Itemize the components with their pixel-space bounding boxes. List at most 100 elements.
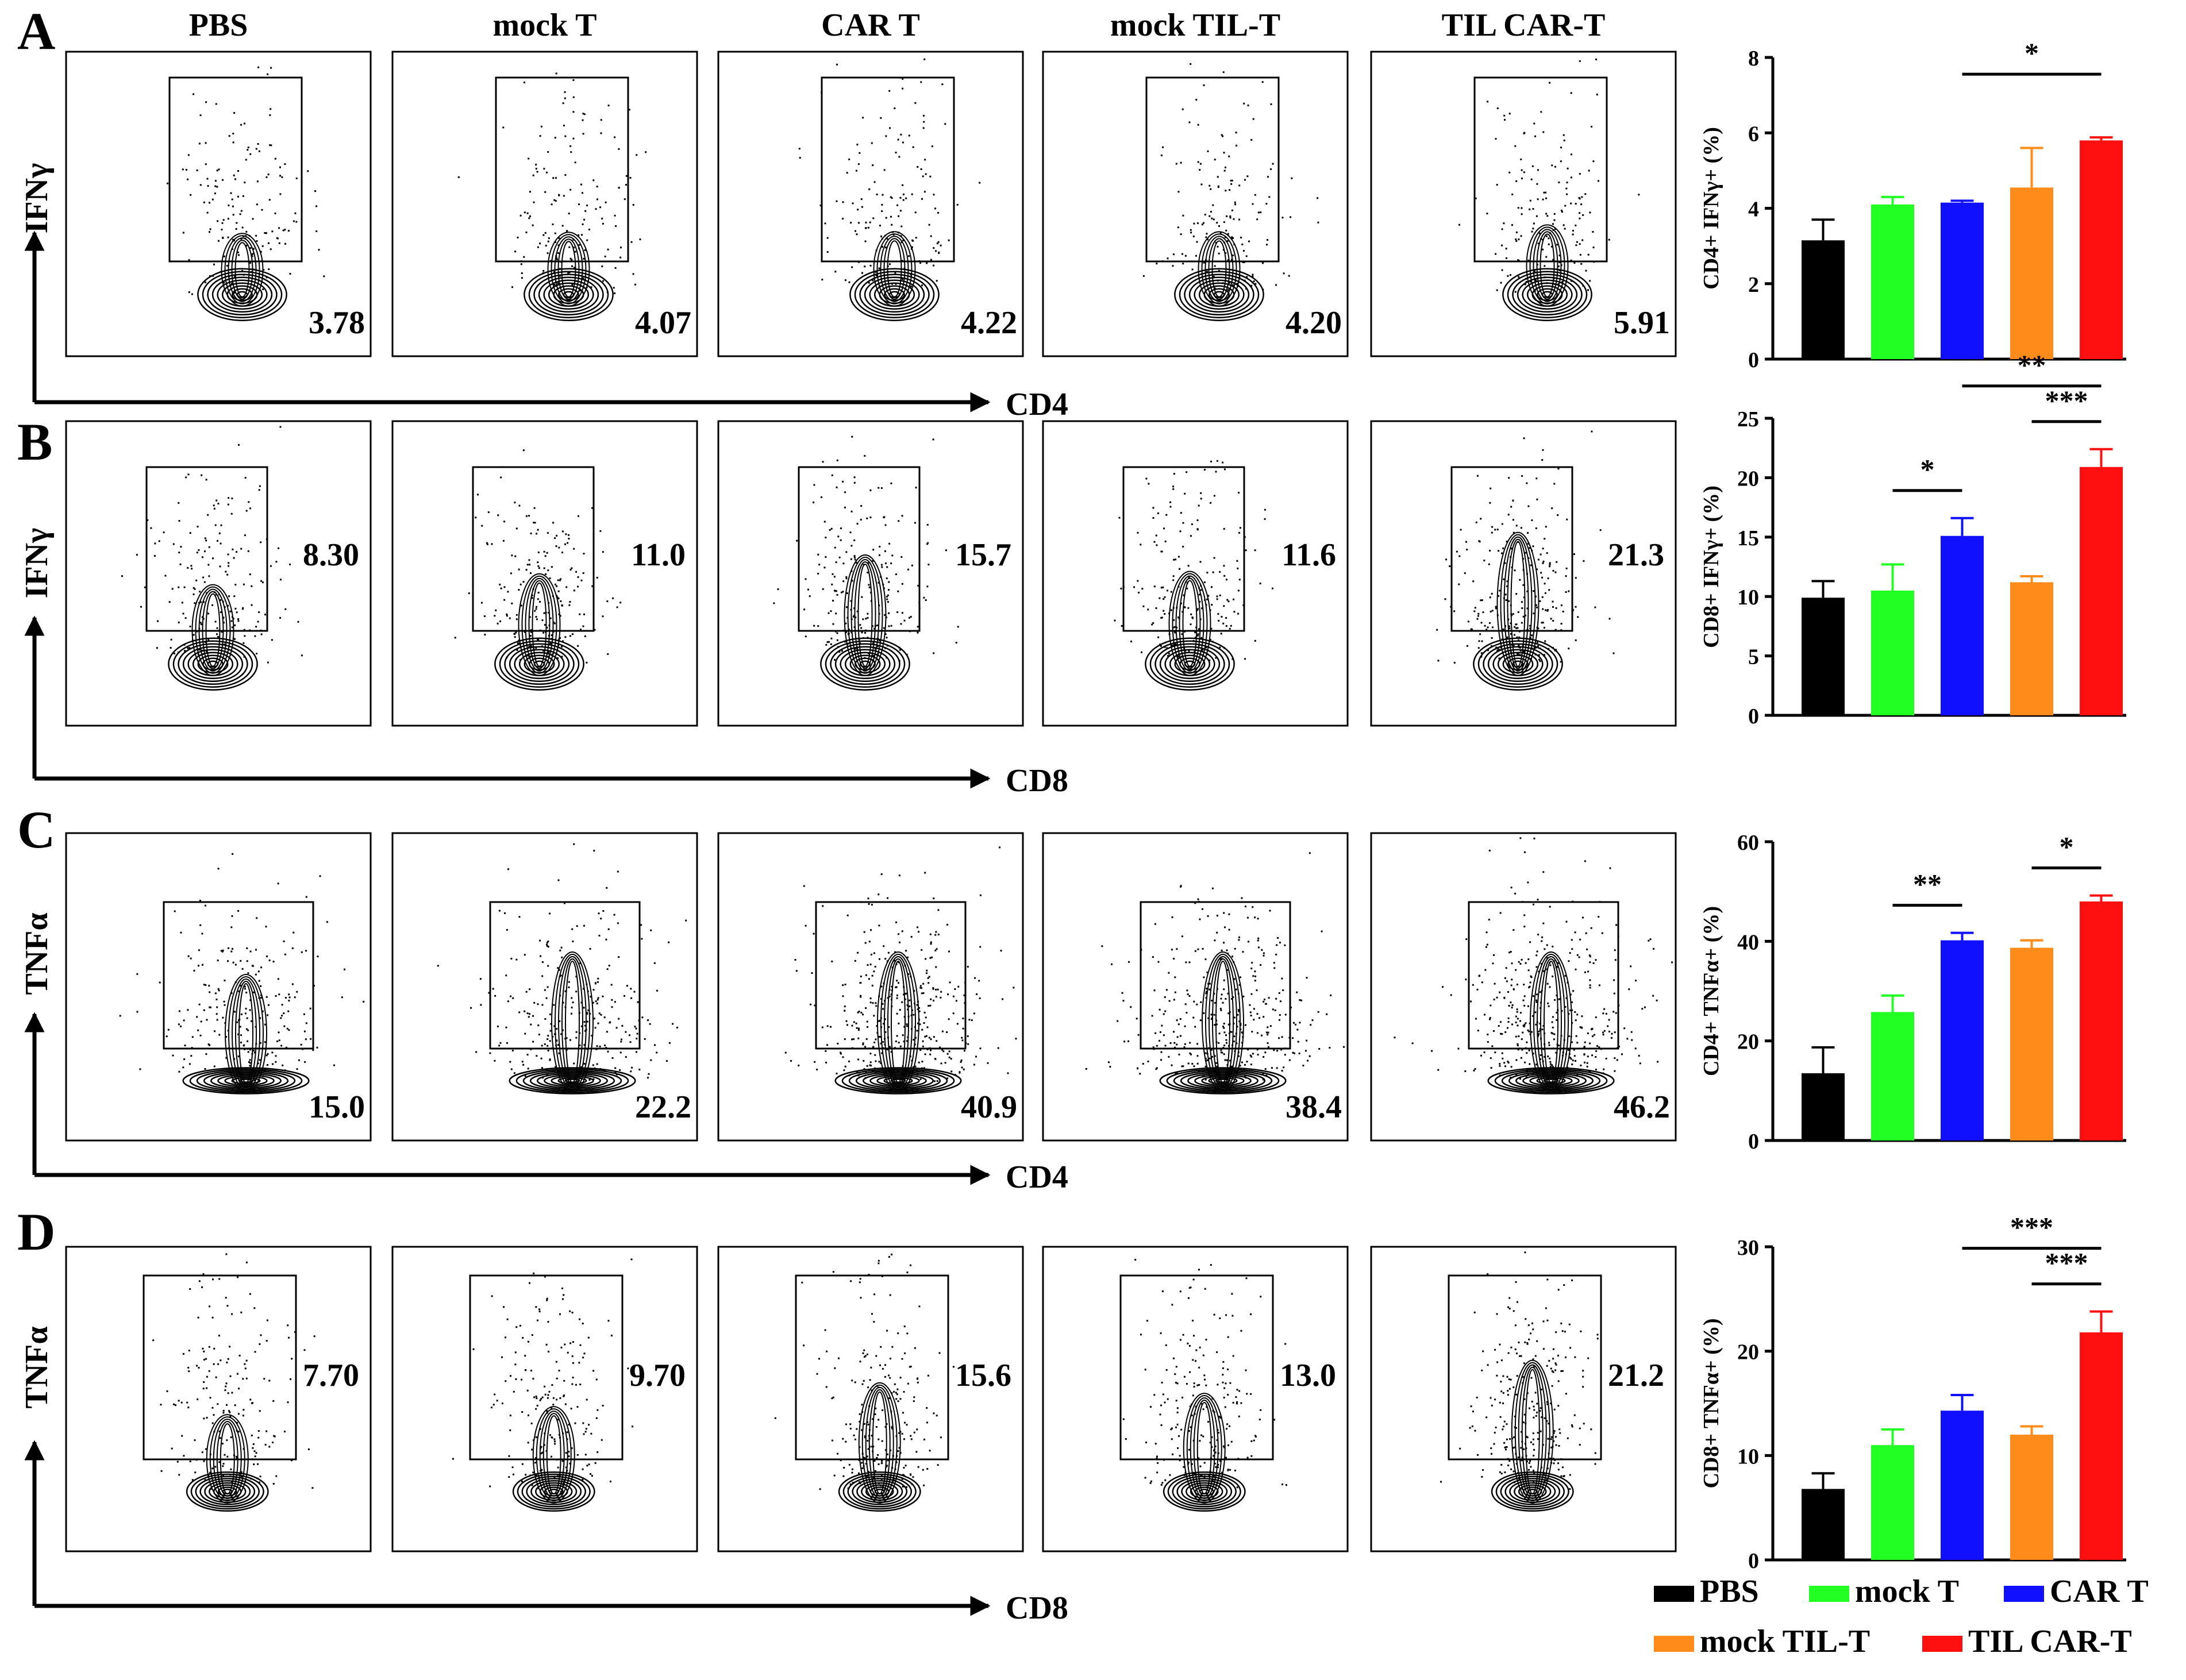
density-contour [1173,1070,1273,1092]
density-contour [1502,268,1592,321]
y-tick-label: 20 [1737,467,1759,491]
bar-pbs [1802,598,1845,715]
density-contour [1504,1478,1561,1505]
legend-item-mock-til-t: mock TIL-T [1654,1624,1870,1659]
density-contour [178,643,248,685]
density-contour [564,1078,580,1083]
density-contour [1181,1480,1228,1503]
bar-mock-t [1871,1445,1914,1560]
density-contour [1526,224,1569,307]
density-contour [1212,958,1234,1086]
density-contour [225,974,267,1093]
density-contour [1211,240,1227,298]
density-contour [1168,571,1211,676]
flow-plot-C-2: 40.9 [717,832,1024,1142]
x-marker-label-A: CD4 [1006,387,1068,422]
density-contour [196,1070,296,1092]
density-contour [231,240,253,300]
legend-item-pbs: PBS [1654,1574,1759,1609]
significance-label: *** [2045,384,2088,417]
density-contour [182,646,244,682]
density-contour [172,640,253,688]
x-marker-label-B: CD8 [1006,763,1068,799]
event-dots [119,853,365,1081]
flow-plot-B-1: 11.0 [391,420,698,727]
density-contour [1500,1475,1565,1508]
density-contour [207,273,278,315]
density-contour [504,643,575,685]
density-contour [1186,1395,1222,1501]
group-header-0: PBS [189,7,248,43]
bar-chart-D: 0 10 20 30 CD8+ TNFα+ (%) *** *** [1699,1211,2126,1573]
density-contour [1176,1478,1233,1505]
density-contour [859,273,930,315]
density-contour [1179,271,1260,318]
density-contour [1507,657,1529,671]
density-contour [213,1419,242,1500]
flow-plot-B-2: 15.7 [717,420,1024,727]
density-contour [220,1423,235,1495]
density-contour [1204,236,1234,302]
density-contour [182,1067,310,1095]
density-contour [187,649,238,679]
bar-pbs [1802,1073,1845,1140]
density-contour [509,1067,636,1095]
density-contour [1159,1067,1287,1095]
bar-car-t [1941,1411,1984,1560]
density-contour [1512,273,1583,315]
density-contour [1215,1078,1231,1083]
gate-percent: 7.70 [303,1358,359,1393]
density-contour [232,288,253,301]
density-contour [852,1478,908,1505]
flow-gate [163,901,314,1050]
flow-plot-D-4: 21.2 [1370,1246,1677,1552]
density-contour [525,577,554,672]
density-contour [1149,640,1230,688]
y-tick-label: 0 [1748,704,1759,729]
group-header-1: mock T [493,7,597,43]
density-contour [532,1406,575,1504]
density-contour [195,1475,260,1508]
bar-charts: 0 2 4 6 8 CD4+ IFNγ+ (%) * 0 5 10 15 20 25 CD8+ IFNγ+… [1699,37,2126,1573]
gate-percent: 4.20 [1286,305,1342,341]
group-header-2: CAR T [821,7,920,43]
y-tick-label: 4 [1748,198,1759,222]
gate-percent: 9.70 [629,1358,686,1393]
density-contour [235,981,257,1086]
density-contour [872,1391,887,1494]
bar-mock-t [1871,204,1914,359]
flow-plot-C-3: 38.4 [1042,832,1349,1142]
y-tick-label: 10 [1737,1444,1759,1469]
density-contour [546,1415,561,1495]
significance-label: *** [2010,1211,2053,1243]
panel-letter-B: B [17,413,52,471]
density-contour [1175,575,1204,672]
density-contour [538,276,599,313]
x-marker-label-D: CD8 [1006,1590,1068,1626]
y-tick-label: 40 [1737,930,1759,954]
legend-swatch [1654,1636,1694,1652]
y-tick-label: 6 [1748,122,1759,146]
y-tick-label: 10 [1737,585,1759,610]
density-contour [1522,279,1573,310]
density-contour [1179,577,1201,669]
bar-chart-A: 0 2 4 6 8 CD4+ IFNγ+ (%) * [1699,37,2126,372]
density-contour [521,575,557,674]
legend-item-car-t: CAR T [2004,1574,2149,1609]
density-contour [524,268,614,321]
density-contour [558,956,587,1088]
density-contour [854,271,935,318]
density-contour [850,558,880,672]
density-contour [847,1475,912,1508]
density-contour [551,234,587,305]
density-contour [830,643,900,685]
density-contour [547,232,590,307]
density-contour [551,951,594,1093]
density-contour [555,954,590,1091]
density-contour [1514,1362,1550,1502]
density-contour [1501,1070,1601,1092]
density-contour [1491,1471,1574,1512]
density-contour [558,288,579,301]
legend-label: PBS [1700,1574,1759,1609]
